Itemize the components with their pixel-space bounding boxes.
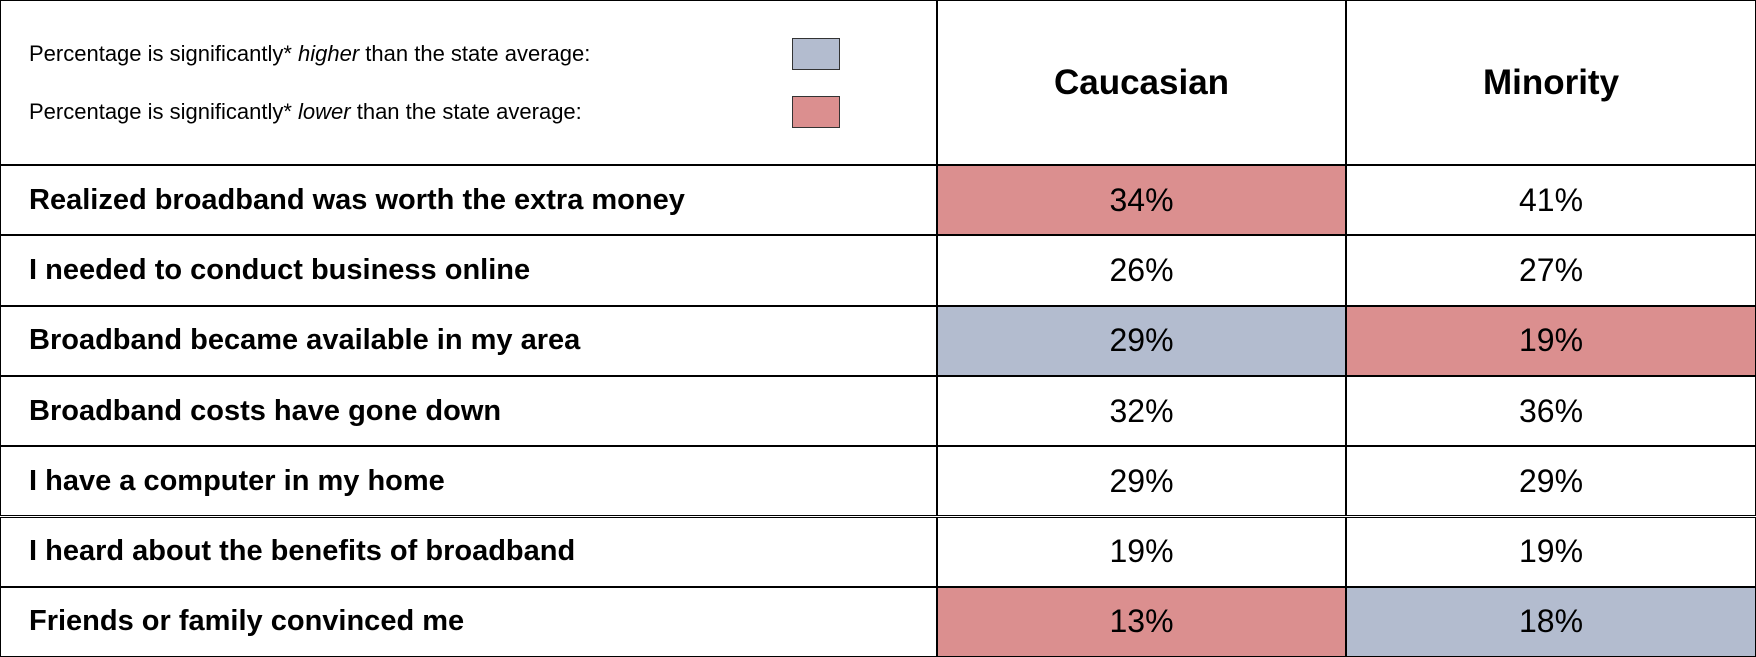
legend-text-part: than the state average: — [359, 40, 591, 66]
row-label: Broadband became available in my area — [0, 305, 937, 376]
legend-emphasis: lower — [298, 98, 351, 124]
legend-item: Percentage is significantly* lower than … — [29, 83, 936, 141]
row-label: Friends or family convinced me — [0, 586, 937, 657]
legend-text: Percentage is significantly* higher than… — [29, 41, 590, 67]
value-cell: 19% — [937, 516, 1346, 587]
value-cell: 29% — [1346, 446, 1756, 517]
legend-item: Percentage is significantly* higher than… — [29, 25, 936, 83]
value-cell: 36% — [1346, 375, 1756, 447]
legend-swatch — [792, 37, 840, 70]
column-header: Minority — [1346, 0, 1756, 165]
value-cell: 29% — [937, 446, 1346, 517]
value-cell: 18% — [1346, 586, 1756, 657]
legend-text-part: Percentage is significantly* — [29, 40, 299, 66]
column-header: Caucasian — [937, 0, 1346, 165]
value-cell: 19% — [1346, 305, 1756, 376]
row-label: Realized broadband was worth the extra m… — [0, 165, 937, 236]
value-cell: 19% — [1346, 516, 1756, 587]
legend-swatch — [792, 95, 840, 128]
value-cell: 41% — [1346, 165, 1756, 236]
legend-text: Percentage is significantly* lower than … — [29, 99, 582, 125]
legend-emphasis: higher — [298, 40, 360, 66]
row-label: I have a computer in my home — [0, 446, 937, 517]
value-cell: 29% — [937, 305, 1346, 376]
legend-text-part: Percentage is significantly* — [29, 98, 299, 124]
value-cell: 32% — [937, 375, 1346, 447]
value-cell: 13% — [937, 586, 1346, 657]
row-label: Broadband costs have gone down — [0, 375, 937, 447]
legend-text-part: than the state average: — [350, 98, 582, 124]
legend: Percentage is significantly* higher than… — [0, 0, 937, 165]
row-label: I needed to conduct business online — [0, 235, 937, 306]
row-label: I heard about the benefits of broadband — [0, 516, 937, 587]
value-cell: 34% — [937, 165, 1346, 236]
value-cell: 27% — [1346, 235, 1756, 306]
value-cell: 26% — [937, 235, 1346, 306]
